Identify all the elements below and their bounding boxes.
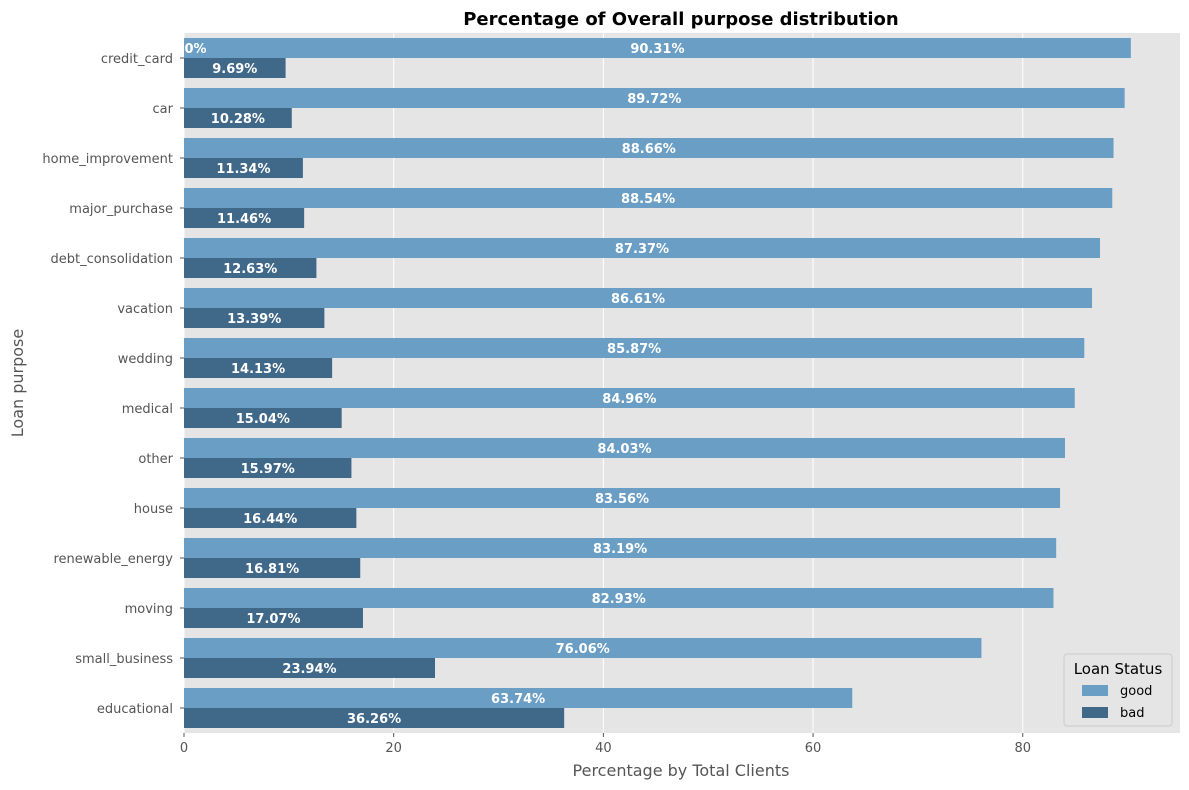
bar-value-label: 10.28% (211, 112, 265, 127)
bar-value-label: 90.31% (630, 42, 684, 57)
bar-value-label: 83.19% (593, 542, 647, 557)
bar-value-label: 17.07% (246, 612, 300, 627)
y-tick-label: house (134, 502, 173, 517)
y-tick-label: educational (97, 702, 173, 717)
bar-value-label: 12.63% (223, 262, 277, 277)
bar-value-label: 15.04% (236, 412, 290, 427)
y-tick-label: moving (125, 602, 173, 617)
bar-value-label: 85.87% (607, 342, 661, 357)
bar-value-label: 84.96% (602, 392, 656, 407)
bar-value-label: 89.72% (627, 92, 681, 107)
legend-swatch-bad (1082, 707, 1108, 718)
legend: Loan Status good bad (1064, 654, 1172, 726)
y-tick-label: medical (122, 402, 173, 417)
bar-value-label: 15.97% (241, 462, 295, 477)
y-axis-label: Loan purpose (8, 329, 27, 437)
bar-value-label: 88.66% (622, 142, 676, 157)
x-tick-labels: 0 20 40 60 80 (180, 733, 1031, 756)
x-tick-label: 20 (385, 741, 402, 756)
bar-value-label: 84.03% (597, 442, 651, 457)
bar-value-label: 36.26% (347, 712, 401, 727)
y-tick-label: car (153, 102, 174, 117)
bar-value-label: 16.81% (245, 562, 299, 577)
x-tick-label: 0 (180, 741, 188, 756)
chart-title: Percentage of Overall purpose distributi… (463, 9, 899, 30)
y-tick-label: renewable_energy (53, 552, 173, 567)
y-tick-label: wedding (118, 352, 173, 367)
y-tick-label: small_business (75, 652, 173, 667)
bar-value-label: 13.39% (227, 312, 281, 327)
y-tick-label: other (138, 452, 173, 467)
legend-title: Loan Status (1074, 660, 1163, 678)
x-tick-label: 80 (1014, 741, 1031, 756)
bar-value-label: 76.06% (556, 642, 610, 657)
legend-label-bad: bad (1120, 706, 1144, 721)
legend-label-good: good (1120, 684, 1152, 699)
bar-value-label: 23.94% (282, 662, 336, 677)
bar-value-label: 88.54% (621, 192, 675, 207)
x-tick-label: 60 (805, 741, 822, 756)
bar-value-label: 14.13% (231, 362, 285, 377)
bar-value-label: 86.61% (611, 292, 665, 307)
bar-value-label: 82.93% (592, 592, 646, 607)
y-tick-label: debt_consolidation (50, 252, 173, 267)
bar-value-label: 11.34% (216, 162, 270, 177)
legend-swatch-good (1082, 685, 1108, 696)
bar-value-label: 11.46% (217, 212, 271, 227)
bar-value-label: 87.37% (615, 242, 669, 257)
y-tick-label: major_purchase (69, 202, 173, 217)
x-axis-label: Percentage by Total Clients (573, 761, 790, 780)
y-tick-label: vacation (117, 302, 173, 317)
bar-value-label: 16.44% (243, 512, 297, 527)
y-tick-label: credit_card (101, 52, 173, 67)
bar-value-label: 9.69% (212, 62, 257, 77)
y-tick-label: home_improvement (42, 152, 173, 167)
x-tick-label: 40 (595, 741, 612, 756)
bar-value-label: 63.74% (491, 692, 545, 707)
bar-value-label: 83.56% (595, 492, 649, 507)
